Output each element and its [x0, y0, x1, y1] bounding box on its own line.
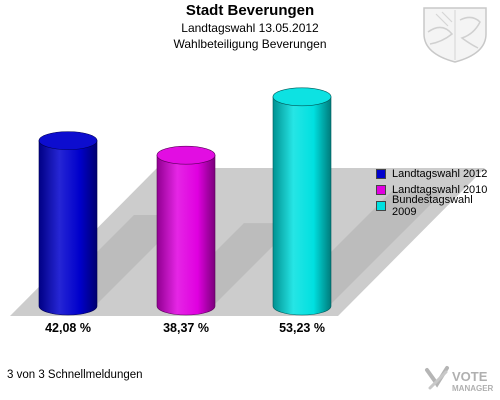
bar-top-2 — [272, 87, 332, 107]
bar-top-0 — [38, 131, 98, 150]
value-label-0: 42,08 % — [45, 321, 91, 335]
value-label-1: 38,37 % — [163, 321, 209, 335]
legend: Landtagswahl 2012 Landtagswahl 2010 Bund… — [376, 166, 500, 218]
logo-word-vote: VOTE — [452, 369, 488, 384]
legend-item-2: Bundestagswahl 2009 — [376, 194, 500, 218]
legend-swatch-0 — [376, 169, 386, 179]
value-label-2: 53,23 % — [279, 321, 325, 335]
logo-word-manager: MANAGER — [452, 384, 494, 393]
legend-label-0: Landtagswahl 2012 — [392, 168, 488, 180]
footer-status: 3 von 3 Schnellmeldungen — [7, 369, 143, 381]
legend-swatch-2 — [376, 201, 386, 211]
chart-subtitle-election: Landtagswahl 13.05.2012 — [181, 21, 319, 35]
coat-of-arms-icon — [423, 7, 487, 63]
legend-item-1: Landtagswahl 2010 — [376, 182, 500, 198]
bar-0 — [38, 140, 98, 316]
legend-swatch-1 — [376, 185, 386, 195]
votemanager-logo: VOTE MANAGER — [425, 366, 494, 393]
legend-label-1: Landtagswahl 2010 — [392, 184, 488, 196]
chart-subtitle-metric: Wahlbeteiligung Beverungen — [173, 37, 327, 51]
legend-item-0: Landtagswahl 2012 — [376, 166, 500, 182]
legend-label-2: Bundestagswahl 2009 — [391, 194, 473, 218]
bar-top-1 — [156, 145, 216, 165]
bar-2 — [272, 96, 332, 316]
chart-title: Stadt Beverungen — [185, 2, 315, 19]
bar-1 — [156, 154, 216, 316]
